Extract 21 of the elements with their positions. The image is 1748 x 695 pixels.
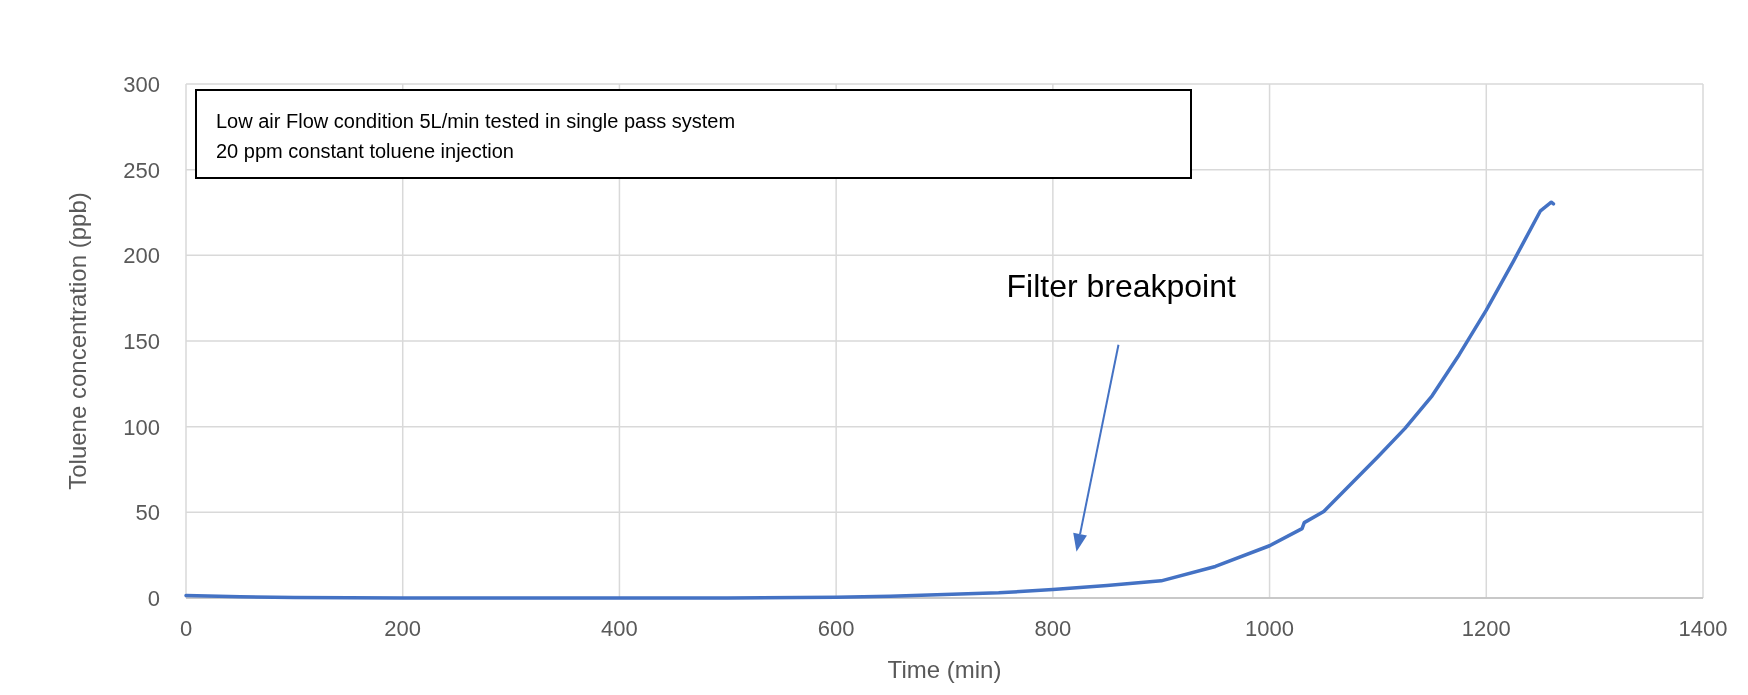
y-tick-label: 200	[123, 243, 160, 269]
y-tick-label: 50	[135, 500, 160, 526]
y-tick-label: 0	[147, 586, 160, 611]
annotation: Low air Flow condition 5L/min tested in single pass system	[216, 110, 736, 132]
y-tick-label: 250	[123, 157, 160, 183]
x-tick-label: 0	[179, 616, 193, 641]
annotation: Filter breakpoint	[1006, 267, 1237, 304]
y-tick-label: 100	[123, 414, 160, 440]
y-tick-label: 300	[123, 72, 160, 97]
x-tick-label: 1400	[1678, 616, 1728, 641]
x-tick-label: 400	[601, 616, 638, 641]
x-tick-label: 1000	[1245, 616, 1295, 641]
y-axis-title: Toluene concentration (ppb)	[64, 192, 91, 490]
x-axis-title: Time (min)	[887, 656, 1002, 683]
annotation: 20 ppm constant toluene injection	[216, 140, 514, 162]
y-tick-label: 150	[123, 329, 160, 354]
line-series	[184, 200, 1556, 600]
x-tick-label: 1200	[1461, 616, 1511, 641]
x-tick-label: 800	[1034, 616, 1072, 641]
x-tick-label: 600	[817, 616, 855, 641]
x-tick-label: 200	[384, 616, 422, 641]
